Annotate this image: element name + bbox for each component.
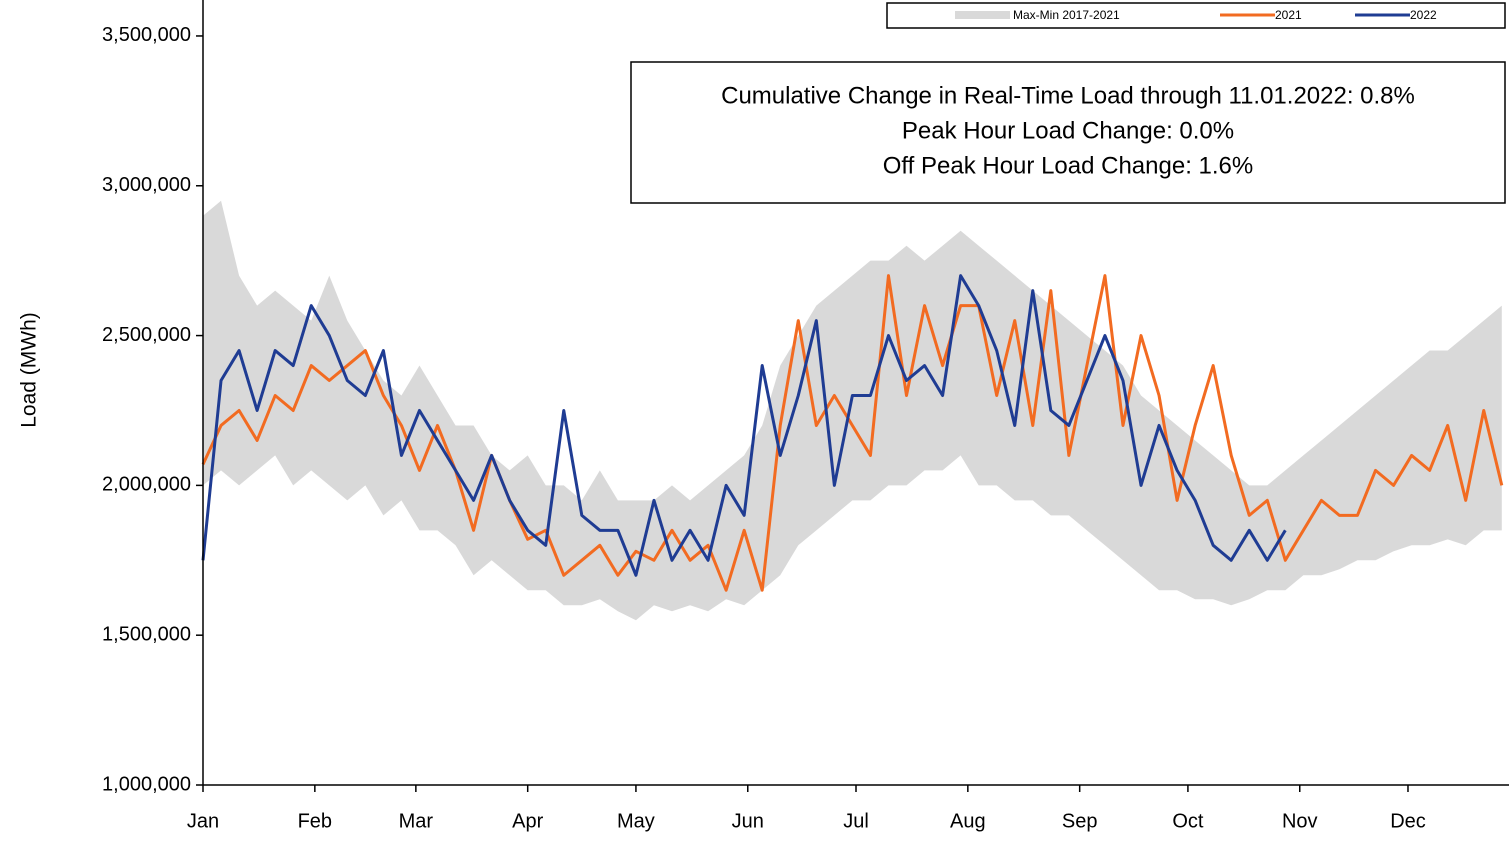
x-tick-label: Jun — [732, 810, 764, 832]
x-tick-label: Oct — [1172, 810, 1204, 832]
annotation: Peak Hour Load Change: 0.0% — [902, 117, 1234, 144]
x-tick-label: Sep — [1062, 810, 1098, 832]
x-tick-label: Mar — [399, 810, 434, 832]
x-tick-label: Nov — [1282, 810, 1318, 832]
x-tick-label: Apr — [512, 810, 543, 832]
x-tick-label: Jul — [843, 810, 869, 832]
annotation: Cumulative Change in Real-Time Load thro… — [721, 82, 1415, 109]
y-tick-label: 3,000,000 — [102, 174, 191, 196]
y-tick-label: 2,000,000 — [102, 474, 191, 496]
x-tick-label: Dec — [1390, 810, 1426, 832]
legend-swatch — [955, 11, 1010, 19]
annotation-box — [630, 61, 1506, 204]
range-band — [203, 200, 1502, 621]
series-line — [201, 274, 1287, 577]
y-tick-label: 2,500,000 — [102, 324, 191, 346]
x-tick-label: Aug — [950, 810, 986, 832]
x-tick-label: Jan — [187, 810, 219, 832]
y-tick-label: 1,500,000 — [102, 623, 191, 645]
legend-label: Max-Min 2017-2021 — [1013, 8, 1120, 22]
legend-label: 2021 — [1275, 8, 1302, 22]
y-axis-label: Load (MWh) — [18, 312, 41, 428]
y-tick-label: 3,500,000 — [102, 24, 191, 46]
annotation: Off Peak Hour Load Change: 1.6% — [883, 152, 1253, 179]
plot-area — [201, 200, 1504, 621]
series-line — [201, 274, 1504, 592]
y-tick-label: 1,000,000 — [102, 773, 191, 795]
x-tick-label: May — [617, 810, 655, 832]
legend-label: 2022 — [1410, 8, 1437, 22]
x-tick-label: Feb — [298, 810, 332, 832]
